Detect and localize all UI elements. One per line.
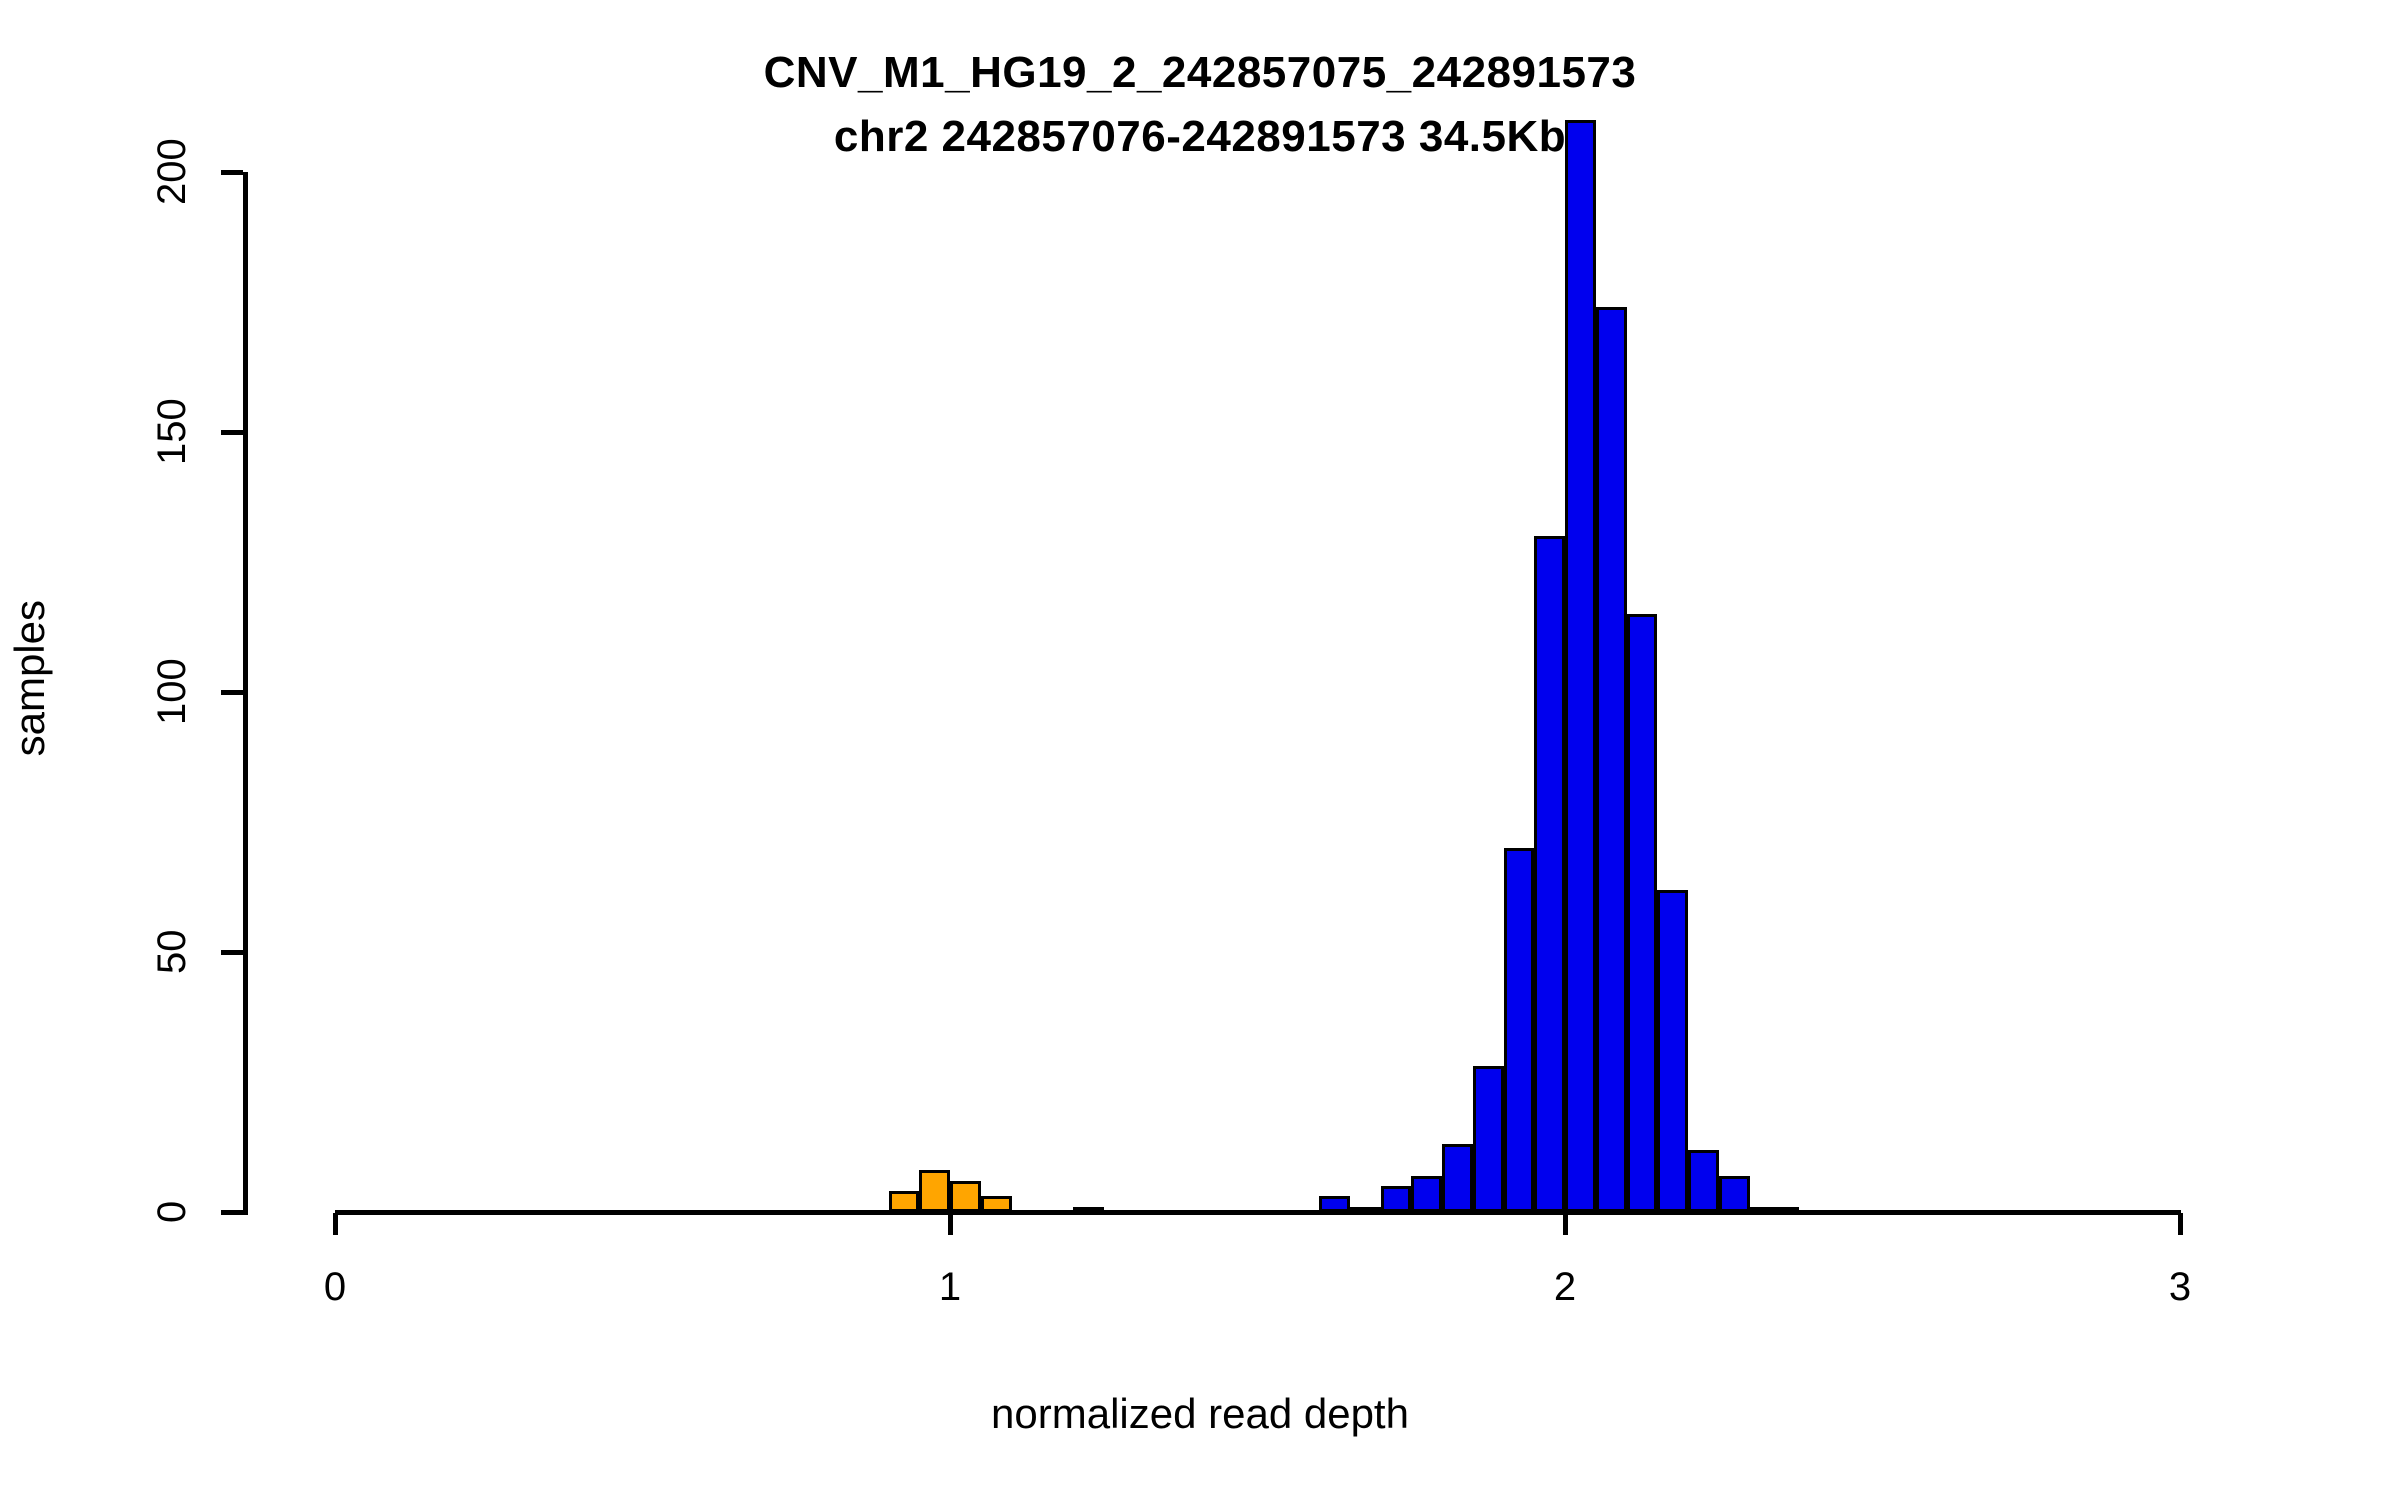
y-axis-label: samples xyxy=(6,600,53,757)
histogram-bar xyxy=(1626,614,1658,1212)
x-tick-label-3: 3 xyxy=(2168,1265,2192,1309)
histogram-bar xyxy=(1319,1196,1350,1212)
histogram-bar xyxy=(1503,848,1535,1212)
histogram-bar xyxy=(1749,1206,1799,1213)
y-tick-100 xyxy=(221,690,243,695)
histogram-bar xyxy=(1534,536,1565,1212)
x-tick-2 xyxy=(1563,1213,1568,1235)
y-tick-50 xyxy=(221,950,243,955)
histogram-bar xyxy=(919,1170,950,1212)
histogram-bar xyxy=(1472,1066,1504,1212)
histogram-bar xyxy=(1688,1149,1719,1212)
x-tick-label-1: 1 xyxy=(938,1265,962,1309)
histogram-bar xyxy=(1595,307,1627,1212)
histogram-bar xyxy=(1380,1186,1412,1212)
histogram-bar xyxy=(950,1180,981,1212)
y-tick-label-50: 50 xyxy=(150,929,194,975)
x-tick-label-2: 2 xyxy=(1553,1265,1577,1309)
plot-title-line-2: chr2 242857076-242891573 34.5Kb xyxy=(833,112,1567,161)
y-tick-150 xyxy=(221,430,243,435)
y-tick-200 xyxy=(221,170,243,175)
y-axis-line xyxy=(243,172,248,1215)
x-tick-3 xyxy=(2178,1213,2183,1235)
x-tick-0 xyxy=(333,1213,338,1235)
histogram-bar xyxy=(980,1196,1012,1212)
x-axis-label: normalized read depth xyxy=(991,1390,1409,1437)
histogram-bar xyxy=(1657,889,1688,1212)
plot-title-line-1: CNV_M1_HG19_2_242857075_242891573 xyxy=(763,48,1637,97)
histogram-bar xyxy=(888,1191,920,1212)
x-tick-label-0: 0 xyxy=(323,1265,347,1309)
histogram-bar xyxy=(1349,1206,1381,1213)
histogram-bar xyxy=(1073,1206,1104,1213)
y-tick-label-100: 100 xyxy=(150,658,194,726)
y-tick-label-150: 150 xyxy=(150,398,194,466)
histogram-bar xyxy=(1718,1175,1750,1212)
y-tick-label-0: 0 xyxy=(150,1200,194,1224)
histogram-bar xyxy=(1442,1144,1473,1212)
x-tick-1 xyxy=(948,1213,953,1235)
histogram-bar xyxy=(1411,1175,1442,1212)
y-tick-label-200: 200 xyxy=(150,138,194,206)
y-tick-0 xyxy=(221,1210,243,1215)
x-axis-line xyxy=(335,1210,2181,1215)
histogram-bar xyxy=(1565,120,1596,1212)
